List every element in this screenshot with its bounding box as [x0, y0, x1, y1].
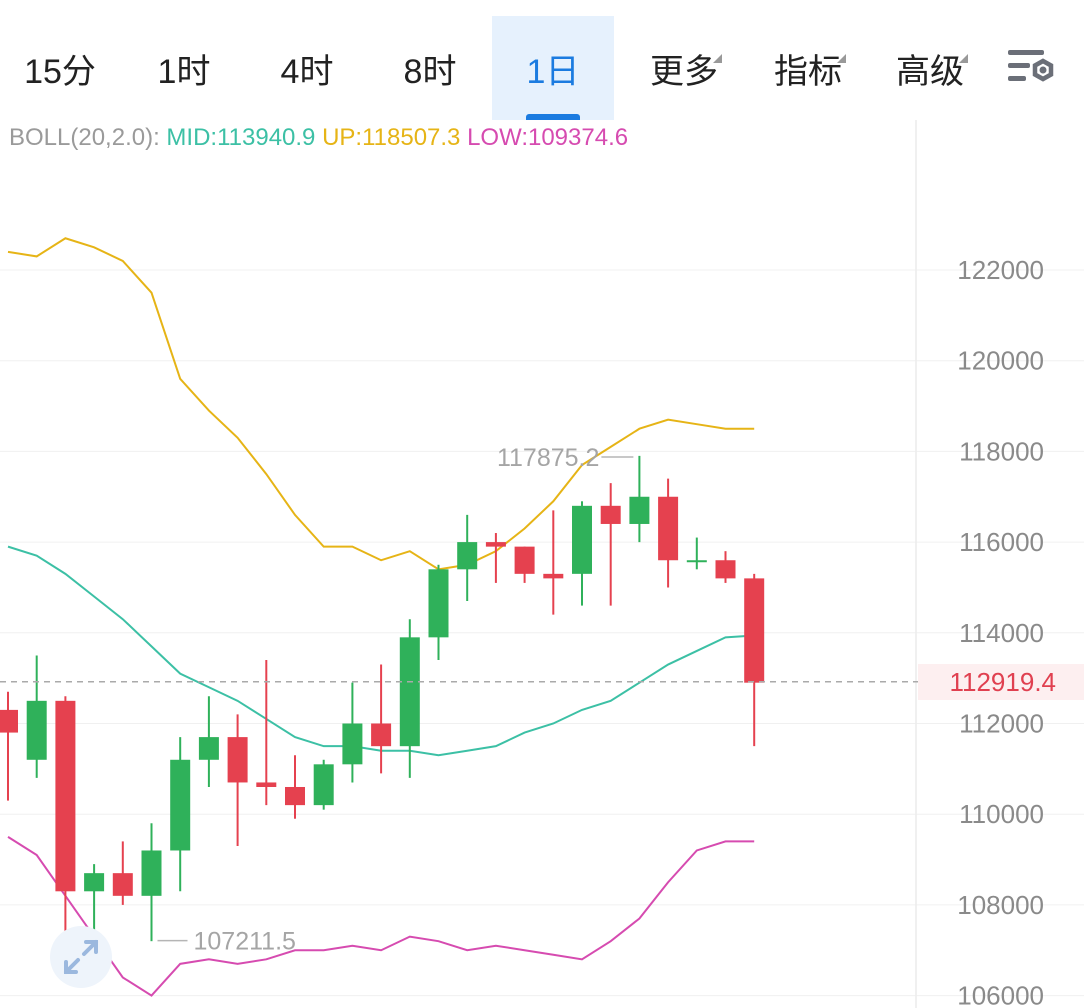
y-tick-label: 108000 [957, 890, 1044, 920]
candle[interactable] [428, 564, 449, 661]
boll-params: BOLL(20,2.0): [9, 124, 160, 151]
candle-body-up [141, 850, 162, 896]
candle-body-down [744, 578, 765, 683]
high-price-annotation: 117875.2 [497, 444, 599, 472]
candle[interactable] [600, 483, 621, 606]
boll-mid-value: MID:113940.9 [166, 124, 316, 151]
candle[interactable] [0, 691, 18, 801]
candlestick-chart[interactable]: 122000 120000 118000 116000 114000 112000 1100… [0, 120, 1084, 1008]
candle-body-down [658, 496, 679, 561]
candle[interactable] [715, 551, 736, 583]
active-tab-indicator [526, 114, 580, 120]
candle-body-up [399, 637, 420, 747]
tab-more-dropdown[interactable]: 更多 [634, 16, 734, 120]
candle-body-down [0, 709, 18, 733]
candle-body-up [170, 759, 191, 851]
expand-arrows-icon[interactable] [50, 926, 112, 988]
candle[interactable] [686, 537, 707, 570]
candle-body-down [600, 505, 621, 524]
low-price-annotation: 107211.5 [194, 928, 296, 956]
candle-body-up [84, 873, 105, 892]
candle-body-down [55, 700, 76, 892]
candle-body-down [256, 782, 277, 787]
y-tick-label: 112000 [959, 709, 1044, 739]
candle-body-down [285, 786, 305, 806]
tab-8hour[interactable]: 8时 [403, 52, 457, 91]
current-price-label: 112919.4 [949, 667, 1056, 697]
candle[interactable] [26, 655, 47, 778]
chart-settings-icon[interactable] [1004, 44, 1060, 92]
candle[interactable] [55, 696, 76, 933]
tab-1hour[interactable]: 1时 [157, 52, 211, 91]
boll-up-value: UP:118507.3 [322, 124, 461, 151]
candle-body-up [342, 723, 363, 765]
candle[interactable] [198, 696, 219, 787]
boll-indicator-legend: BOLL(20,2.0): MID:113940.9 UP:118507.3 L… [9, 124, 628, 152]
y-tick-label: 118000 [959, 436, 1044, 466]
candle[interactable] [84, 864, 105, 933]
candle[interactable] [227, 714, 248, 846]
candle-body-up [428, 569, 449, 638]
candle-body-up [629, 496, 650, 524]
candle-body-down [485, 542, 506, 547]
boll-upper-band [7, 237, 755, 571]
candle[interactable] [112, 841, 133, 905]
candle[interactable] [342, 682, 363, 783]
current-price-badge: 112919.4 [918, 664, 1084, 700]
y-tick-label: 116000 [959, 527, 1044, 557]
candle-body-up [198, 737, 219, 760]
boll-lower-band [7, 836, 755, 997]
tab-advanced-dropdown[interactable]: 高级 [880, 16, 980, 120]
candle-body-down [715, 560, 736, 579]
candle[interactable] [170, 737, 191, 892]
candle[interactable] [457, 514, 478, 602]
y-tick-label: 110000 [959, 799, 1044, 829]
candle[interactable] [256, 660, 277, 806]
candle-body-down [514, 546, 535, 574]
candle[interactable] [313, 759, 334, 810]
candle-body-up [457, 542, 478, 570]
y-tick-label: 122000 [957, 255, 1044, 285]
candle[interactable] [572, 501, 592, 606]
candle[interactable] [485, 533, 506, 583]
candle[interactable] [543, 510, 564, 615]
candle-body-down [543, 573, 564, 579]
candle[interactable] [658, 478, 679, 588]
candle[interactable] [371, 664, 392, 774]
candle-body-up [26, 700, 47, 760]
tab-indicators-dropdown[interactable]: 指标 [758, 16, 858, 120]
candle-body-down [227, 737, 248, 783]
candle[interactable] [629, 455, 650, 543]
y-tick-label: 114000 [959, 618, 1044, 648]
tab-1day[interactable]: 1日 [492, 16, 614, 120]
candle[interactable] [744, 573, 765, 747]
candle[interactable] [399, 619, 420, 778]
candle-body-down [371, 723, 392, 747]
candle[interactable] [141, 823, 162, 942]
candle-body-up [686, 560, 707, 563]
candle[interactable] [514, 546, 535, 583]
boll-low-value: LOW:109374.6 [467, 124, 629, 151]
tab-4hour[interactable]: 4时 [280, 52, 334, 91]
y-tick-label: 106000 [957, 981, 1044, 1008]
candle[interactable] [285, 755, 305, 819]
y-tick-label: 120000 [957, 346, 1044, 376]
candle-body-up [313, 764, 334, 806]
candle-body-up [572, 505, 592, 574]
timeframe-tab-bar: 15分 1时 4时 8时 1日 更多 指标 高级 [0, 0, 1084, 120]
candle-body-down [112, 873, 133, 896]
tab-15min[interactable]: 15分 [24, 52, 96, 91]
